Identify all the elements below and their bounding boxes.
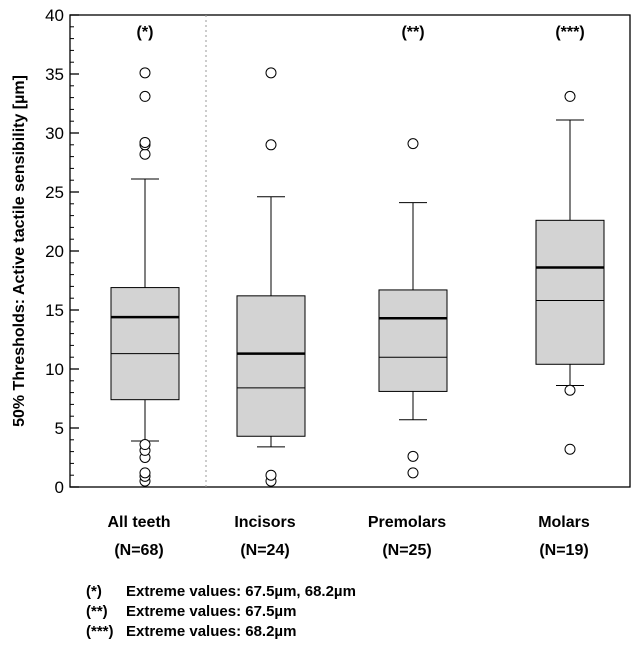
category-n-label: (N=19)	[539, 542, 588, 559]
outlier-point	[139, 467, 151, 479]
footnote-2: (**) Extreme values: 67.5µm	[86, 602, 356, 622]
outlier-point	[265, 67, 277, 79]
category-n-label: (N=68)	[114, 542, 163, 559]
footnote-text: Extreme values: 67.5µm, 68.2µm	[126, 583, 356, 600]
y-tick-label: 10	[45, 360, 64, 379]
outlier-point	[139, 67, 151, 79]
y-tick-label: 15	[45, 301, 64, 320]
outlier-point	[139, 136, 151, 148]
box-group: (***)	[535, 24, 605, 455]
category-label: Incisors	[234, 514, 295, 531]
box-plot-chart: 0 5 10 15 20 25 30 35 40 50% Thresholds: Active t…	[11, 6, 631, 559]
category-n-label: (N=25)	[382, 542, 431, 559]
footnote-text: Extreme values: 68.2µm	[126, 623, 297, 640]
box-group	[236, 67, 306, 487]
y-tick-label: 35	[45, 65, 64, 84]
box-iqr	[110, 287, 180, 401]
box-iqr	[236, 295, 306, 437]
y-tick-label: 30	[45, 124, 64, 143]
outlier-point	[564, 443, 576, 455]
outlier-point	[407, 467, 419, 479]
significance-label: (***)	[555, 24, 584, 41]
footnotes: (*) Extreme values: 67.5µm, 68.2µm (**) Ex…	[86, 582, 356, 642]
y-tick-label: 40	[45, 6, 64, 25]
category-label: All teeth	[107, 514, 170, 531]
y-tick-label: 20	[45, 242, 64, 261]
y-tick-label: 25	[45, 183, 64, 202]
footnote-1: (*) Extreme values: 67.5µm, 68.2µm	[86, 582, 356, 602]
outlier-point	[564, 90, 576, 102]
box-iqr	[535, 219, 605, 365]
significance-label: (*)	[137, 24, 154, 41]
category-label: Molars	[538, 514, 590, 531]
outlier-point	[265, 139, 277, 151]
significance-label: (**)	[401, 24, 424, 41]
footnote-mark: (**)	[86, 603, 108, 620]
y-axis-title: 50% Thresholds: Active tactile sensibili…	[11, 75, 28, 427]
category-label: Premolars	[368, 514, 446, 531]
box-group: (**)	[378, 24, 448, 479]
outlier-point	[564, 384, 576, 396]
outlier-point	[265, 469, 277, 481]
y-tick-label: 5	[55, 419, 64, 438]
y-tick-label: 0	[55, 478, 64, 497]
outlier-point	[139, 148, 151, 160]
outlier-point	[407, 450, 419, 462]
footnote-3: (***) Extreme values: 68.2µm	[86, 622, 356, 642]
outlier-point	[139, 90, 151, 102]
footnote-mark: (***)	[86, 623, 114, 640]
box-group: (*)	[110, 24, 180, 487]
footnote-mark: (*)	[86, 583, 102, 600]
outlier-point	[139, 439, 151, 451]
footnote-text: Extreme values: 67.5µm	[126, 603, 297, 620]
category-n-label: (N=24)	[240, 542, 289, 559]
outlier-point	[407, 138, 419, 150]
box-iqr	[378, 289, 448, 392]
